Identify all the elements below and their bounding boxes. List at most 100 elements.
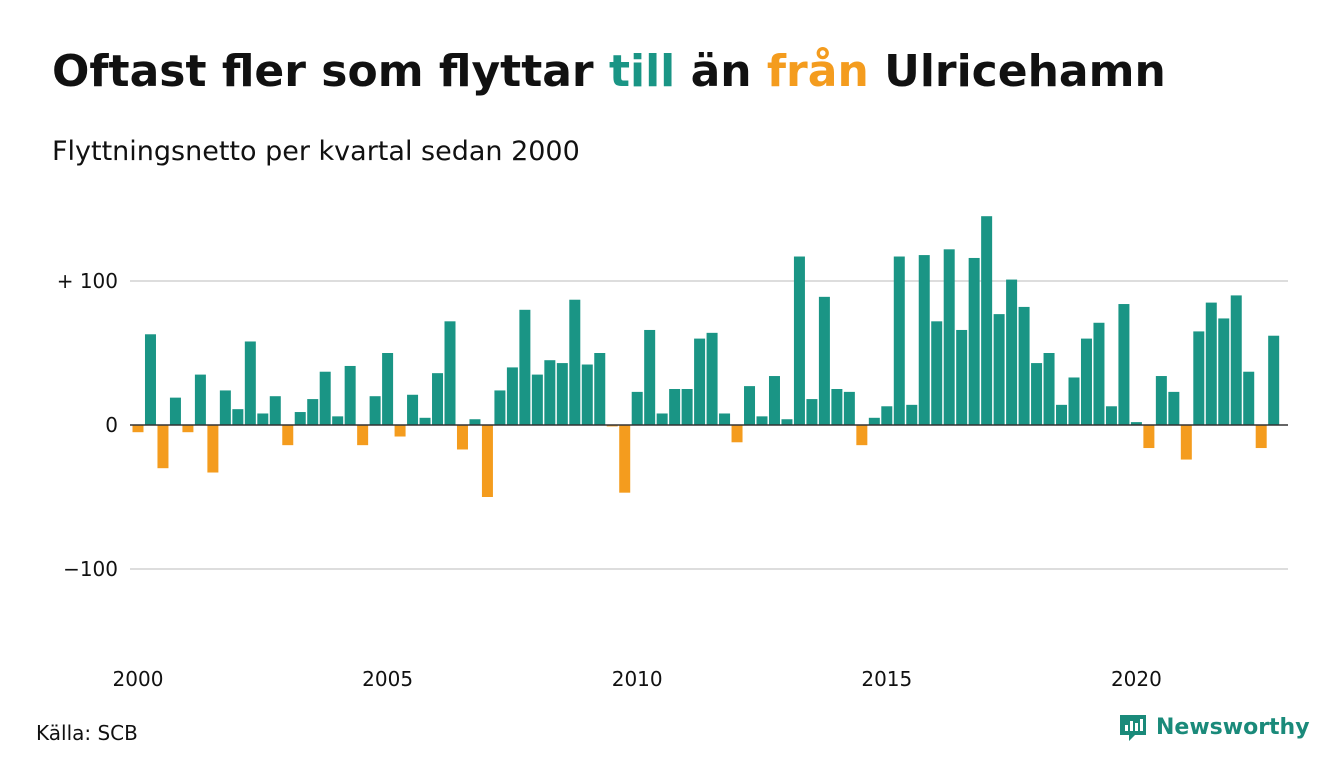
chart-subtitle: Flyttningsnetto per kvartal sedan 2000	[52, 136, 580, 167]
bar	[818, 296, 830, 425]
bar	[1068, 377, 1080, 425]
bar	[244, 341, 256, 425]
bar	[656, 413, 668, 425]
bar	[419, 417, 431, 425]
bar	[1243, 371, 1255, 425]
bar	[456, 425, 468, 450]
bar	[993, 314, 1005, 425]
title-highlight-fran: från	[766, 46, 869, 97]
bar	[1080, 338, 1092, 425]
title-part-1: Oftast fler som flyttar	[52, 46, 594, 97]
bar	[257, 413, 269, 425]
bar	[594, 353, 606, 425]
title-highlight-till: till	[608, 46, 676, 97]
bar	[1168, 391, 1180, 425]
bar	[1268, 335, 1280, 425]
bar	[556, 363, 568, 425]
x-tick-label: 2020	[1111, 667, 1162, 691]
bar	[1230, 295, 1242, 425]
bar	[1180, 425, 1192, 460]
bar-chart: + 100 0 −100 2000 2005 2010 2015 2020	[57, 216, 1288, 691]
bar	[1130, 422, 1142, 425]
bar	[207, 425, 219, 473]
bar	[132, 425, 144, 433]
bar	[1056, 404, 1068, 425]
bar	[357, 425, 369, 446]
bar	[1006, 279, 1018, 425]
bar	[432, 373, 444, 425]
bar	[1018, 306, 1030, 425]
grid-lines	[130, 280, 1288, 570]
bar	[768, 376, 780, 425]
bar	[781, 419, 793, 425]
axis-labels: + 100 0 −100 2000 2005 2010 2015 2020	[57, 269, 1288, 691]
bar	[494, 390, 506, 425]
bar	[631, 391, 643, 425]
chart-title: Oftast fler som flyttar till än från Ulr…	[52, 40, 1166, 104]
x-tick-label: 2015	[861, 667, 912, 691]
bar	[444, 321, 456, 425]
bar	[481, 425, 493, 497]
bar	[394, 425, 406, 437]
bar	[506, 367, 518, 425]
bar	[157, 425, 169, 469]
bar	[856, 425, 868, 446]
bar	[369, 396, 381, 425]
bar	[569, 299, 581, 425]
bar	[307, 399, 319, 425]
bar	[519, 309, 531, 425]
title-part-3: än	[690, 46, 752, 97]
bar	[469, 419, 481, 425]
bar	[144, 334, 156, 425]
bar	[644, 329, 656, 425]
bar	[756, 416, 768, 425]
title-part-5: Ulricehamn	[884, 46, 1166, 97]
bar	[1143, 425, 1155, 449]
bars	[132, 216, 1280, 497]
bar	[731, 425, 743, 443]
bar	[1031, 363, 1043, 425]
bar	[407, 394, 419, 425]
bar	[719, 413, 731, 425]
brand-name: Newsworthy	[1156, 715, 1310, 740]
x-tick-label: 2005	[362, 667, 413, 691]
bar	[1218, 318, 1230, 425]
bar	[619, 425, 631, 493]
bar	[544, 360, 556, 425]
bar	[1118, 304, 1130, 425]
bar	[1193, 331, 1205, 425]
bar	[169, 397, 181, 425]
bar	[319, 371, 331, 425]
bar	[669, 389, 681, 425]
brand-logo: Newsworthy	[1118, 712, 1310, 744]
y-tick-label: −100	[63, 557, 118, 581]
bar	[332, 416, 344, 425]
y-tick-label: 0	[105, 413, 118, 437]
x-tick-label: 2010	[612, 667, 663, 691]
bar	[868, 417, 880, 425]
bar	[943, 249, 955, 425]
bar	[1093, 322, 1105, 425]
bar	[1043, 353, 1055, 425]
bar	[906, 404, 918, 425]
bar	[694, 338, 706, 425]
bar	[893, 256, 905, 425]
bar	[981, 216, 993, 425]
bar	[581, 364, 593, 425]
bar	[843, 391, 855, 425]
bar	[931, 321, 943, 425]
bar	[968, 257, 980, 425]
bar	[706, 332, 718, 425]
source-note: Källa: SCB	[36, 721, 138, 745]
x-tick-label: 2000	[113, 667, 164, 691]
bar	[793, 256, 805, 425]
bar	[194, 374, 206, 425]
bar	[1205, 302, 1217, 425]
bar	[232, 409, 244, 425]
bar	[744, 386, 756, 425]
bar	[269, 396, 281, 425]
bar	[182, 425, 194, 433]
bar	[1255, 425, 1267, 449]
bar	[344, 365, 356, 425]
bar	[1105, 406, 1117, 425]
